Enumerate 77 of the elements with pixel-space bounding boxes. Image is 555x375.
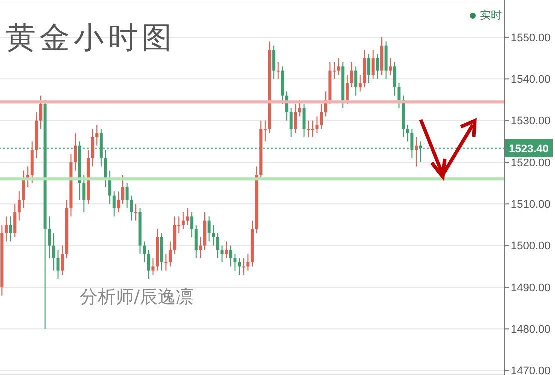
y-tick-label: 1480.00 bbox=[511, 324, 551, 336]
candlestick bbox=[354, 66, 358, 96]
candlestick bbox=[14, 204, 17, 238]
ref-line-label: 1523.40 bbox=[509, 143, 549, 156]
candlestick bbox=[225, 241, 228, 259]
candlestick bbox=[246, 254, 250, 272]
candlestick bbox=[337, 58, 340, 76]
candlestick bbox=[112, 191, 116, 218]
annotation: 分析师/辰逸凛 bbox=[80, 286, 194, 309]
candlestick bbox=[358, 74, 362, 92]
candlestick bbox=[18, 191, 21, 222]
annotation: 实时 bbox=[480, 8, 502, 23]
y-tick-label: 1510.00 bbox=[511, 199, 551, 212]
candlestick bbox=[368, 54, 371, 84]
candlestick bbox=[96, 124, 99, 146]
candlestick bbox=[307, 120, 310, 138]
candlestick bbox=[350, 62, 354, 88]
candlestick bbox=[182, 212, 185, 230]
candlestick bbox=[389, 58, 392, 76]
candlestick bbox=[220, 245, 224, 263]
y-tick-label: 1550.00 bbox=[511, 32, 551, 44]
candlestick bbox=[56, 250, 60, 280]
candlestick bbox=[346, 74, 349, 105]
candlestick bbox=[168, 241, 172, 268]
candlestick bbox=[199, 237, 202, 259]
candlestick bbox=[61, 245, 64, 276]
y-tick-label: 1540.00 bbox=[511, 74, 551, 86]
candlestick bbox=[164, 254, 168, 272]
candlestick bbox=[39, 95, 42, 130]
candlestick bbox=[302, 104, 306, 138]
candlestick bbox=[104, 150, 108, 188]
candlestick bbox=[147, 250, 150, 280]
candlestick bbox=[108, 170, 112, 205]
candlestick bbox=[234, 254, 237, 272]
candlestick bbox=[130, 195, 134, 222]
candlestick bbox=[122, 174, 124, 205]
candlestick bbox=[272, 45, 276, 80]
candlestick bbox=[276, 62, 280, 80]
candlestick bbox=[216, 232, 220, 259]
text: 黄金小时图 bbox=[6, 20, 176, 58]
candlestick bbox=[9, 216, 12, 242]
candlestick bbox=[406, 124, 410, 142]
candlestick bbox=[316, 116, 319, 134]
candlestick bbox=[134, 204, 138, 222]
candlestick bbox=[186, 208, 190, 226]
y-tick-label: 1490.00 bbox=[511, 282, 551, 294]
candlestick bbox=[143, 241, 146, 263]
candlestick bbox=[372, 50, 375, 80]
candlestick bbox=[190, 212, 194, 238]
y-tick-label: 1500.00 bbox=[511, 240, 551, 253]
candlestick bbox=[126, 182, 129, 209]
candlestick bbox=[117, 191, 120, 213]
candlestick bbox=[4, 216, 8, 242]
y-tick-label: 1520.00 bbox=[511, 157, 551, 170]
candlestick bbox=[152, 258, 155, 276]
candlestick bbox=[242, 258, 246, 276]
candlestick bbox=[376, 54, 380, 80]
candlestick bbox=[229, 245, 232, 268]
candlestick bbox=[294, 104, 298, 134]
candlestick bbox=[52, 232, 56, 272]
candlestick bbox=[298, 100, 302, 118]
candlestick bbox=[22, 170, 26, 209]
y-tick-label: 1530.00 bbox=[511, 116, 551, 128]
candlestick bbox=[393, 62, 396, 96]
candlestick bbox=[91, 128, 94, 168]
candlestick bbox=[194, 224, 198, 259]
candlestick bbox=[238, 258, 242, 276]
candlestick bbox=[82, 174, 86, 213]
candlestick bbox=[74, 132, 78, 172]
candlestick bbox=[398, 82, 401, 109]
y-tick-label: 1470.00 bbox=[511, 366, 551, 375]
candlestick bbox=[208, 216, 211, 242]
candlestick bbox=[320, 104, 324, 130]
candlestick bbox=[311, 120, 314, 138]
candlestick bbox=[48, 216, 52, 259]
candlestick bbox=[212, 224, 216, 246]
candlestick bbox=[290, 108, 293, 138]
